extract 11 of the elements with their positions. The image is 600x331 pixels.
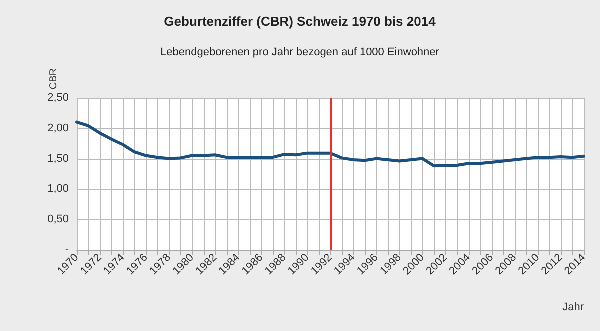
y-tick-label: - bbox=[65, 244, 70, 256]
x-axis-title: Jahr bbox=[562, 302, 584, 314]
y-axis-title: CBR bbox=[48, 68, 60, 90]
line-series bbox=[76, 120, 586, 168]
chart-subtitle: Lebendgeborenen pro Jahr bezogen auf 1000 Einwohner bbox=[160, 46, 440, 58]
y-tick-label: 1,50 bbox=[48, 152, 69, 165]
y-tick-label: 0,50 bbox=[48, 214, 69, 226]
y-tick-label: 2,00 bbox=[48, 122, 69, 134]
y-tick-label: 1,00 bbox=[48, 183, 69, 196]
y-tick-label: 2,50 bbox=[48, 92, 69, 104]
chart-title: Geburtenziffer (CBR) Schweiz 1970 bis 2014 bbox=[164, 14, 437, 29]
